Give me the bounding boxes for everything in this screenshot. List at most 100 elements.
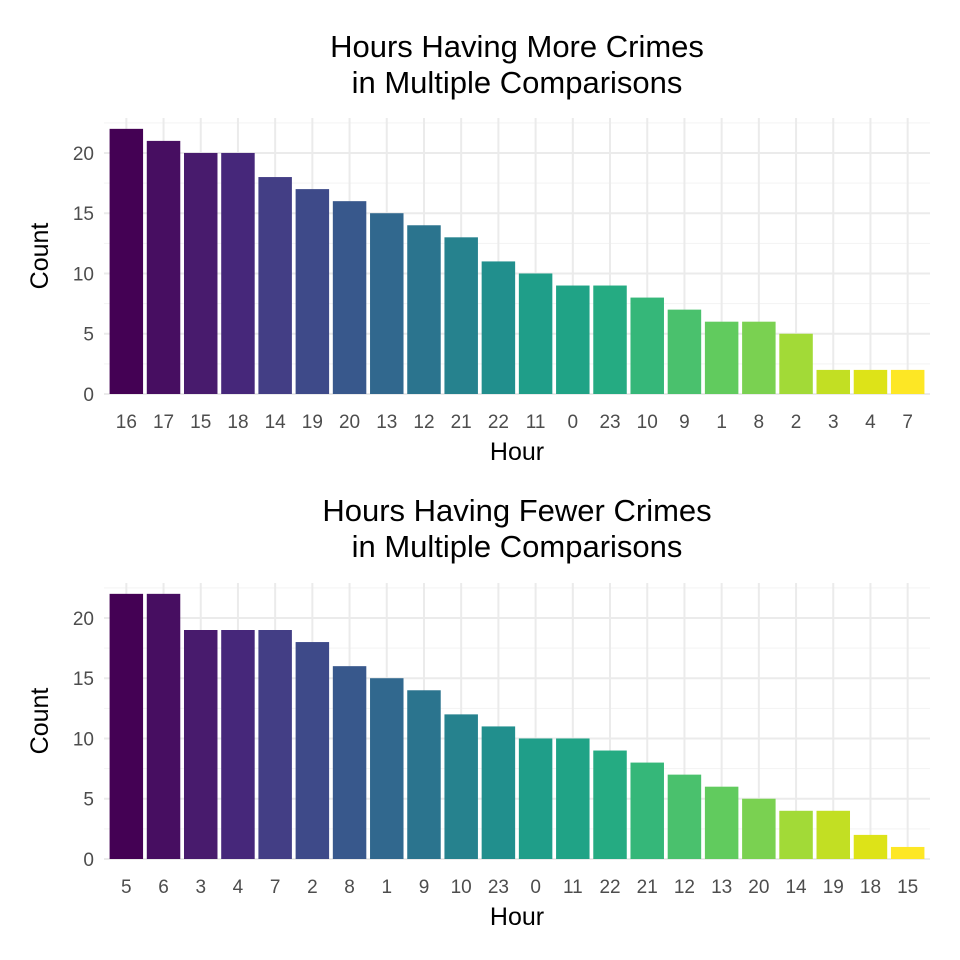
bar-hour-13 bbox=[370, 213, 404, 394]
bar-hour-7 bbox=[258, 630, 292, 859]
y-tick-label: 10 bbox=[73, 729, 94, 750]
x-tick-label: 12 bbox=[674, 877, 695, 898]
y-tick-label: 10 bbox=[73, 264, 94, 285]
x-tick-label: 20 bbox=[339, 412, 360, 433]
x-tick-label: 11 bbox=[563, 877, 583, 898]
x-tick-label: 5 bbox=[121, 877, 132, 898]
chart-title-line-1: Hours Having More Crimes bbox=[330, 29, 704, 64]
bar-hour-23 bbox=[593, 285, 627, 394]
bar-hour-2 bbox=[295, 642, 330, 859]
bar-hour-12 bbox=[407, 225, 441, 394]
x-tick-label: 4 bbox=[865, 412, 876, 433]
bar-hour-16 bbox=[109, 128, 144, 394]
bar-hour-9 bbox=[407, 690, 441, 859]
x-tick-label: 22 bbox=[488, 412, 509, 433]
x-tick-label: 1 bbox=[716, 412, 727, 433]
bar-hour-17 bbox=[146, 140, 181, 394]
y-tick-label: 5 bbox=[83, 790, 94, 811]
bar-hour-21 bbox=[630, 762, 664, 859]
x-tick-label: 16 bbox=[116, 412, 137, 433]
bar-hour-10 bbox=[630, 297, 664, 394]
x-tick-label: 21 bbox=[637, 877, 658, 898]
bar-hour-9 bbox=[667, 309, 702, 394]
x-tick-label: 9 bbox=[679, 412, 690, 433]
x-tick-label: 2 bbox=[307, 877, 318, 898]
x-tick-label: 10 bbox=[451, 877, 472, 898]
x-tick-label: 22 bbox=[599, 877, 620, 898]
x-tick-label: 13 bbox=[711, 877, 732, 898]
x-tick-label: 13 bbox=[376, 412, 397, 433]
bar-hour-1 bbox=[370, 678, 404, 859]
x-tick-label: 14 bbox=[265, 412, 287, 433]
x-tick-label: 23 bbox=[599, 412, 620, 433]
bar-hour-0 bbox=[556, 285, 590, 394]
bar-hour-10 bbox=[444, 714, 478, 859]
x-tick-label: 20 bbox=[748, 877, 769, 898]
x-tick-label: 4 bbox=[233, 877, 244, 898]
bar-hour-4 bbox=[853, 369, 888, 394]
x-tick-label: 14 bbox=[785, 877, 807, 898]
bar-hour-5 bbox=[109, 593, 144, 859]
bar-hour-7 bbox=[890, 369, 925, 394]
bar-hour-19 bbox=[816, 810, 851, 859]
x-tick-label: 15 bbox=[897, 877, 918, 898]
y-tick-label: 20 bbox=[73, 144, 94, 165]
x-tick-label: 1 bbox=[381, 877, 392, 898]
bar-hour-3 bbox=[816, 369, 851, 394]
x-tick-label: 0 bbox=[530, 877, 541, 898]
bar-hour-19 bbox=[295, 189, 330, 394]
y-axis-title: Count bbox=[26, 688, 54, 755]
bar-hour-0 bbox=[518, 738, 553, 859]
x-tick-label: 15 bbox=[190, 412, 211, 433]
bar-hour-6 bbox=[146, 593, 181, 859]
x-tick-label: 7 bbox=[270, 877, 281, 898]
bar-hour-20 bbox=[742, 798, 776, 859]
x-tick-label: 19 bbox=[823, 877, 844, 898]
x-tick-label: 8 bbox=[754, 412, 765, 433]
bar-hour-15 bbox=[890, 846, 925, 859]
bar-hour-11 bbox=[556, 738, 590, 859]
bar-hour-14 bbox=[779, 810, 813, 859]
x-axis-title: Hour bbox=[490, 438, 544, 466]
x-tick-label: 21 bbox=[451, 412, 472, 433]
bar-hour-12 bbox=[667, 774, 702, 859]
y-tick-label: 5 bbox=[83, 325, 94, 346]
x-tick-label: 11 bbox=[526, 412, 546, 433]
y-tick-label: 0 bbox=[83, 850, 94, 871]
bar-hour-4 bbox=[221, 630, 255, 859]
x-tick-label: 3 bbox=[828, 412, 839, 433]
y-tick-label: 0 bbox=[83, 385, 94, 406]
bar-hour-21 bbox=[444, 237, 478, 394]
bar-hour-23 bbox=[481, 726, 516, 859]
bar-hour-13 bbox=[704, 786, 739, 859]
x-tick-label: 18 bbox=[860, 877, 881, 898]
x-tick-label: 18 bbox=[227, 412, 248, 433]
x-tick-label: 8 bbox=[344, 877, 355, 898]
y-tick-label: 20 bbox=[73, 609, 94, 630]
bar-hour-18 bbox=[221, 152, 255, 394]
chart-title-line-1: Hours Having Fewer Crimes bbox=[322, 493, 711, 528]
x-tick-label: 6 bbox=[158, 877, 169, 898]
bar-hour-8 bbox=[742, 321, 776, 394]
x-tick-label: 2 bbox=[791, 412, 802, 433]
x-tick-label: 17 bbox=[153, 412, 174, 433]
bar-hour-2 bbox=[779, 333, 813, 394]
bar-hour-3 bbox=[183, 630, 218, 859]
bar-hour-14 bbox=[258, 177, 292, 394]
chart-title-line-2: in Multiple Comparisons bbox=[352, 65, 683, 100]
x-tick-label: 12 bbox=[413, 412, 434, 433]
x-tick-label: 10 bbox=[637, 412, 658, 433]
x-tick-label: 9 bbox=[419, 877, 430, 898]
bar-hour-1 bbox=[704, 321, 739, 394]
x-tick-label: 19 bbox=[302, 412, 323, 433]
bar-hour-22 bbox=[481, 261, 516, 394]
bar-hour-11 bbox=[518, 273, 553, 394]
y-tick-label: 15 bbox=[73, 204, 94, 225]
bar-hour-8 bbox=[332, 666, 367, 859]
bar-hour-18 bbox=[853, 834, 888, 859]
y-axis-title: Count bbox=[26, 223, 54, 290]
